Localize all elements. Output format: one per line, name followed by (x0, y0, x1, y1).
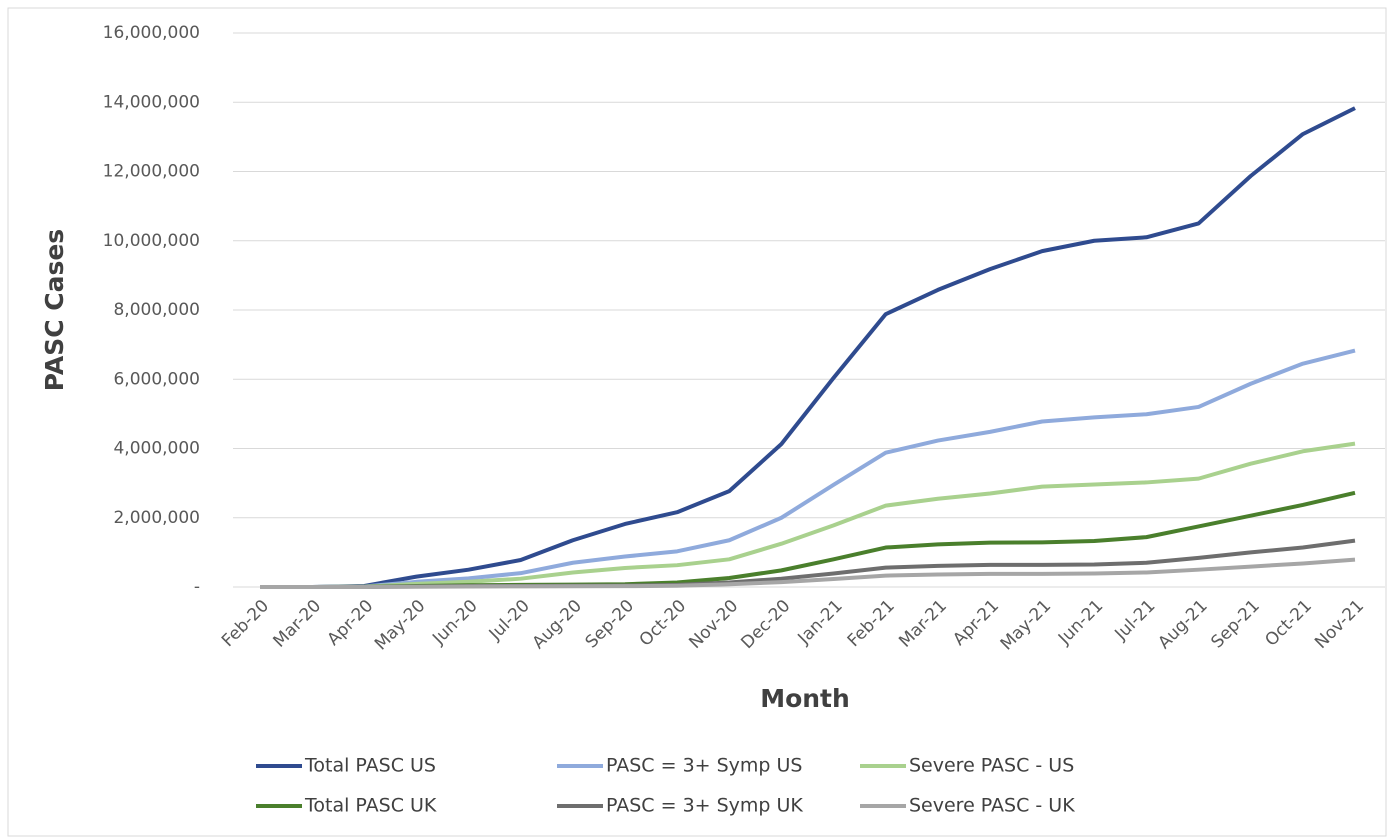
y-tick-label: 6,000,000 (113, 369, 200, 389)
legend-label: Total PASC UK (304, 795, 437, 817)
legend-label: Total PASC US (304, 755, 436, 777)
legend-label: PASC = 3+ Symp US (606, 755, 803, 777)
series-line (260, 106, 1356, 589)
chart-frame (7, 7, 1387, 837)
series-line (260, 441, 1356, 589)
y-tick-label: 2,000,000 (113, 508, 200, 528)
y-tick-label: 4,000,000 (113, 439, 200, 459)
y-tick-label: 16,000,000 (103, 23, 200, 43)
legend-label: Severe PASC - US (909, 755, 1074, 777)
x-axis-title: Month (760, 684, 850, 713)
legend-label: PASC = 3+ Symp UK (606, 795, 803, 817)
legend-label: Severe PASC - UK (909, 795, 1075, 817)
y-tick-label: 8,000,000 (113, 300, 200, 320)
series-line (260, 557, 1356, 589)
y-tick-label: 12,000,000 (103, 162, 200, 182)
y-tick-label: 10,000,000 (103, 231, 200, 251)
y-tick-label: 14,000,000 (103, 92, 200, 112)
series-line (260, 348, 1356, 589)
y-axis-title: PASC Cases (40, 229, 69, 391)
y-tick-label: - (194, 577, 200, 597)
